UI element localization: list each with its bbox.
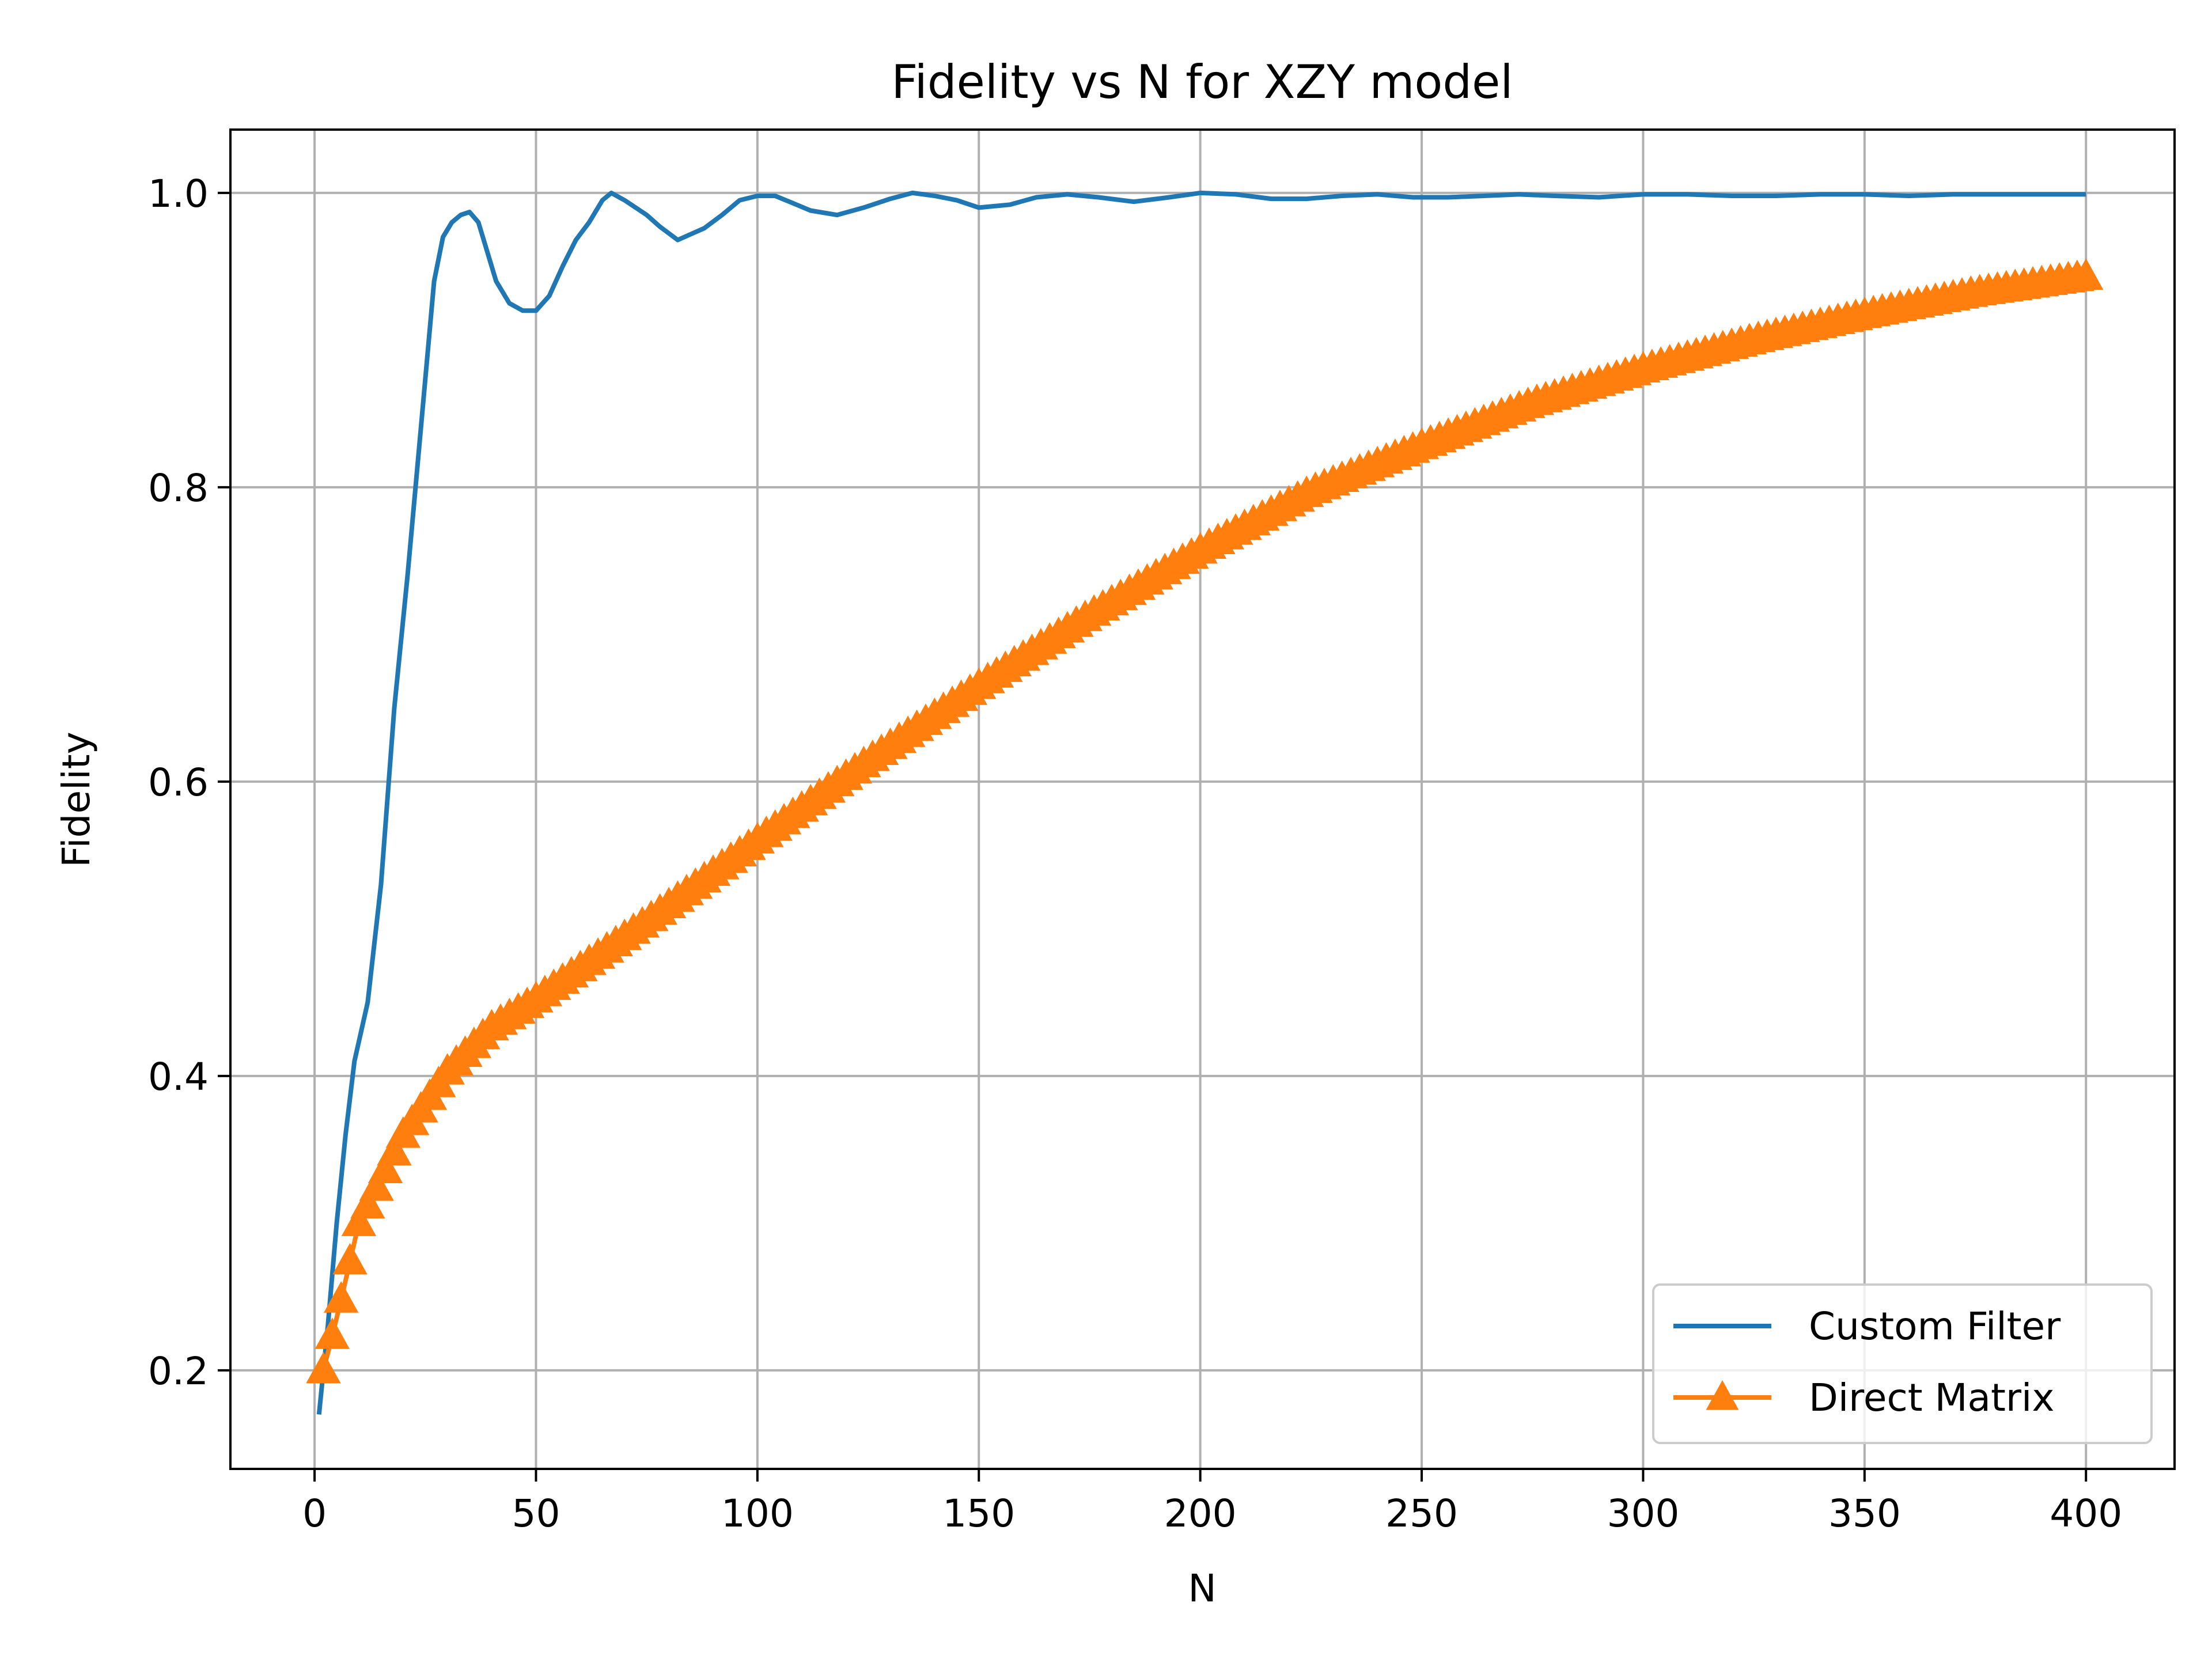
x-tick-label: 0 [302,1491,327,1536]
x-tick-label: 50 [512,1491,560,1536]
data-point-direct-matrix [332,1243,368,1275]
legend-label-custom-filter: Custom Filter [1809,1304,2061,1349]
series-line-custom-filter [316,190,2086,1415]
data-point-direct-matrix [368,1152,403,1183]
data-point-direct-matrix [306,1351,341,1384]
y-tick-label: 0.8 [148,466,209,510]
axes-ticks: 0 50 100 150 200 250 300 350 400 0.2 0.4 0.6 0.8 1.0 [148,172,2122,1536]
x-tick-label: 200 [1164,1491,1237,1536]
y-tick-label: 0.6 [148,760,209,805]
data-point-direct-matrix [359,1169,394,1201]
x-axis-label: N [1188,1566,1216,1611]
plot-frame [229,128,2176,1470]
legend-marker-direct-matrix [1706,1380,1739,1410]
x-tick-label: 100 [721,1491,794,1536]
legend-frame [1652,1283,2153,1444]
data-point-direct-matrix [341,1205,377,1236]
y-tick-label: 0.2 [148,1349,209,1393]
legend: Custom Filter Direct Matrix [1652,1283,2153,1444]
x-tick-label: 250 [1385,1491,1458,1536]
x-tick-label: 400 [2050,1491,2122,1536]
x-tick-label: 350 [1828,1491,1901,1536]
y-tick-label: 0.4 [148,1055,209,1099]
x-tick-label: 300 [1607,1491,1679,1536]
data-point-direct-matrix [377,1134,412,1166]
data-point-direct-matrix [324,1281,359,1313]
y-axis-label: Fidelity [54,732,99,868]
data-point-direct-matrix [315,1317,350,1349]
data-point-direct-matrix [350,1187,385,1219]
series-layer [306,190,2104,1415]
chart-title: Fidelity vs N for XZY model [891,55,1513,109]
x-tick-label: 150 [942,1491,1015,1536]
y-tick-label: 1.0 [148,172,209,216]
legend-label-direct-matrix: Direct Matrix [1809,1376,2054,1420]
data-point-direct-matrix [2069,258,2104,290]
